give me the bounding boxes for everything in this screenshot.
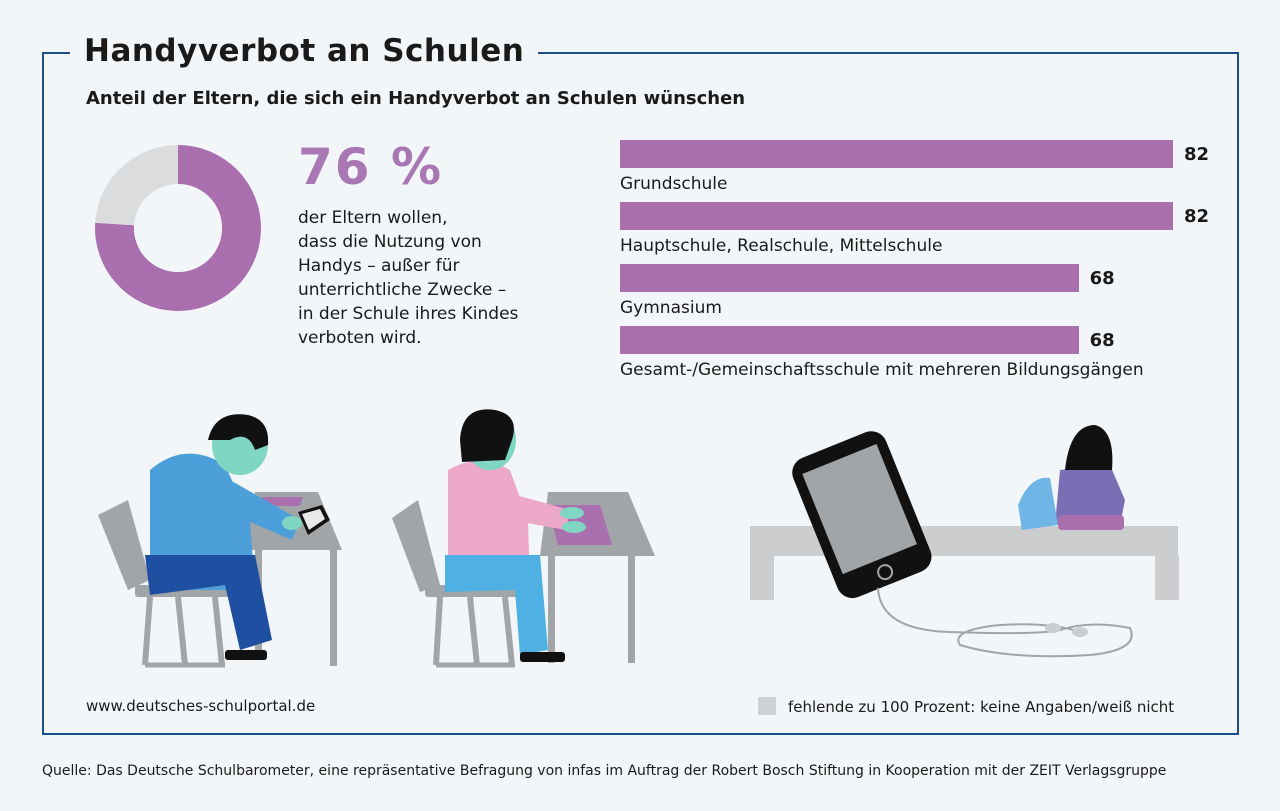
source-url: www.deutsches-schulportal.de — [86, 697, 316, 715]
bar-value-label: 82 — [1184, 206, 1210, 227]
bar-category-label: Hauptschule, Realschule, Mittelschule — [620, 236, 943, 256]
bar — [620, 326, 1079, 354]
page-title: Handyverbot an Schulen — [70, 28, 539, 74]
bar-value-label: 68 — [1089, 268, 1115, 289]
headline-description: der Eltern wollen, dass die Nutzung von … — [298, 206, 568, 350]
bar-value-label: 68 — [1089, 330, 1115, 351]
description-line: unterrichtliche Zwecke – — [298, 280, 507, 300]
headline-percent: 76 % — [298, 138, 444, 196]
page-subtitle: Anteil der Eltern, die sich ein Handyver… — [86, 88, 746, 109]
bar-value-label: 82 — [1184, 144, 1210, 165]
bar-category-label: Grundschule — [620, 174, 728, 194]
description-line: Handys – außer für — [298, 256, 460, 276]
legend: fehlende zu 100 Prozent: keine Angaben/w… — [758, 697, 1174, 716]
legend-label: fehlende zu 100 Prozent: keine Angaben/w… — [788, 698, 1175, 716]
bar — [620, 202, 1173, 230]
description-line: verboten wird. — [298, 328, 422, 348]
description-line: dass die Nutzung von — [298, 232, 482, 252]
bar — [620, 140, 1173, 168]
donut-slice-missing — [95, 145, 178, 226]
donut-hole — [134, 184, 222, 272]
legend-swatch — [758, 697, 776, 715]
bar-category-label: Gesamt-/Gemeinschaftsschule mit mehreren… — [620, 360, 1144, 380]
bar — [620, 264, 1079, 292]
donut-chart — [95, 145, 261, 311]
bar-category-label: Gymnasium — [620, 298, 722, 318]
source-note: Quelle: Das Deutsche Schulbarometer, ein… — [42, 763, 1167, 779]
description-line: der Eltern wollen, — [298, 208, 448, 228]
donut-slice-agree — [95, 145, 261, 311]
infographic-frame — [42, 52, 1239, 735]
description-line: in der Schule ihres Kindes — [298, 304, 519, 324]
